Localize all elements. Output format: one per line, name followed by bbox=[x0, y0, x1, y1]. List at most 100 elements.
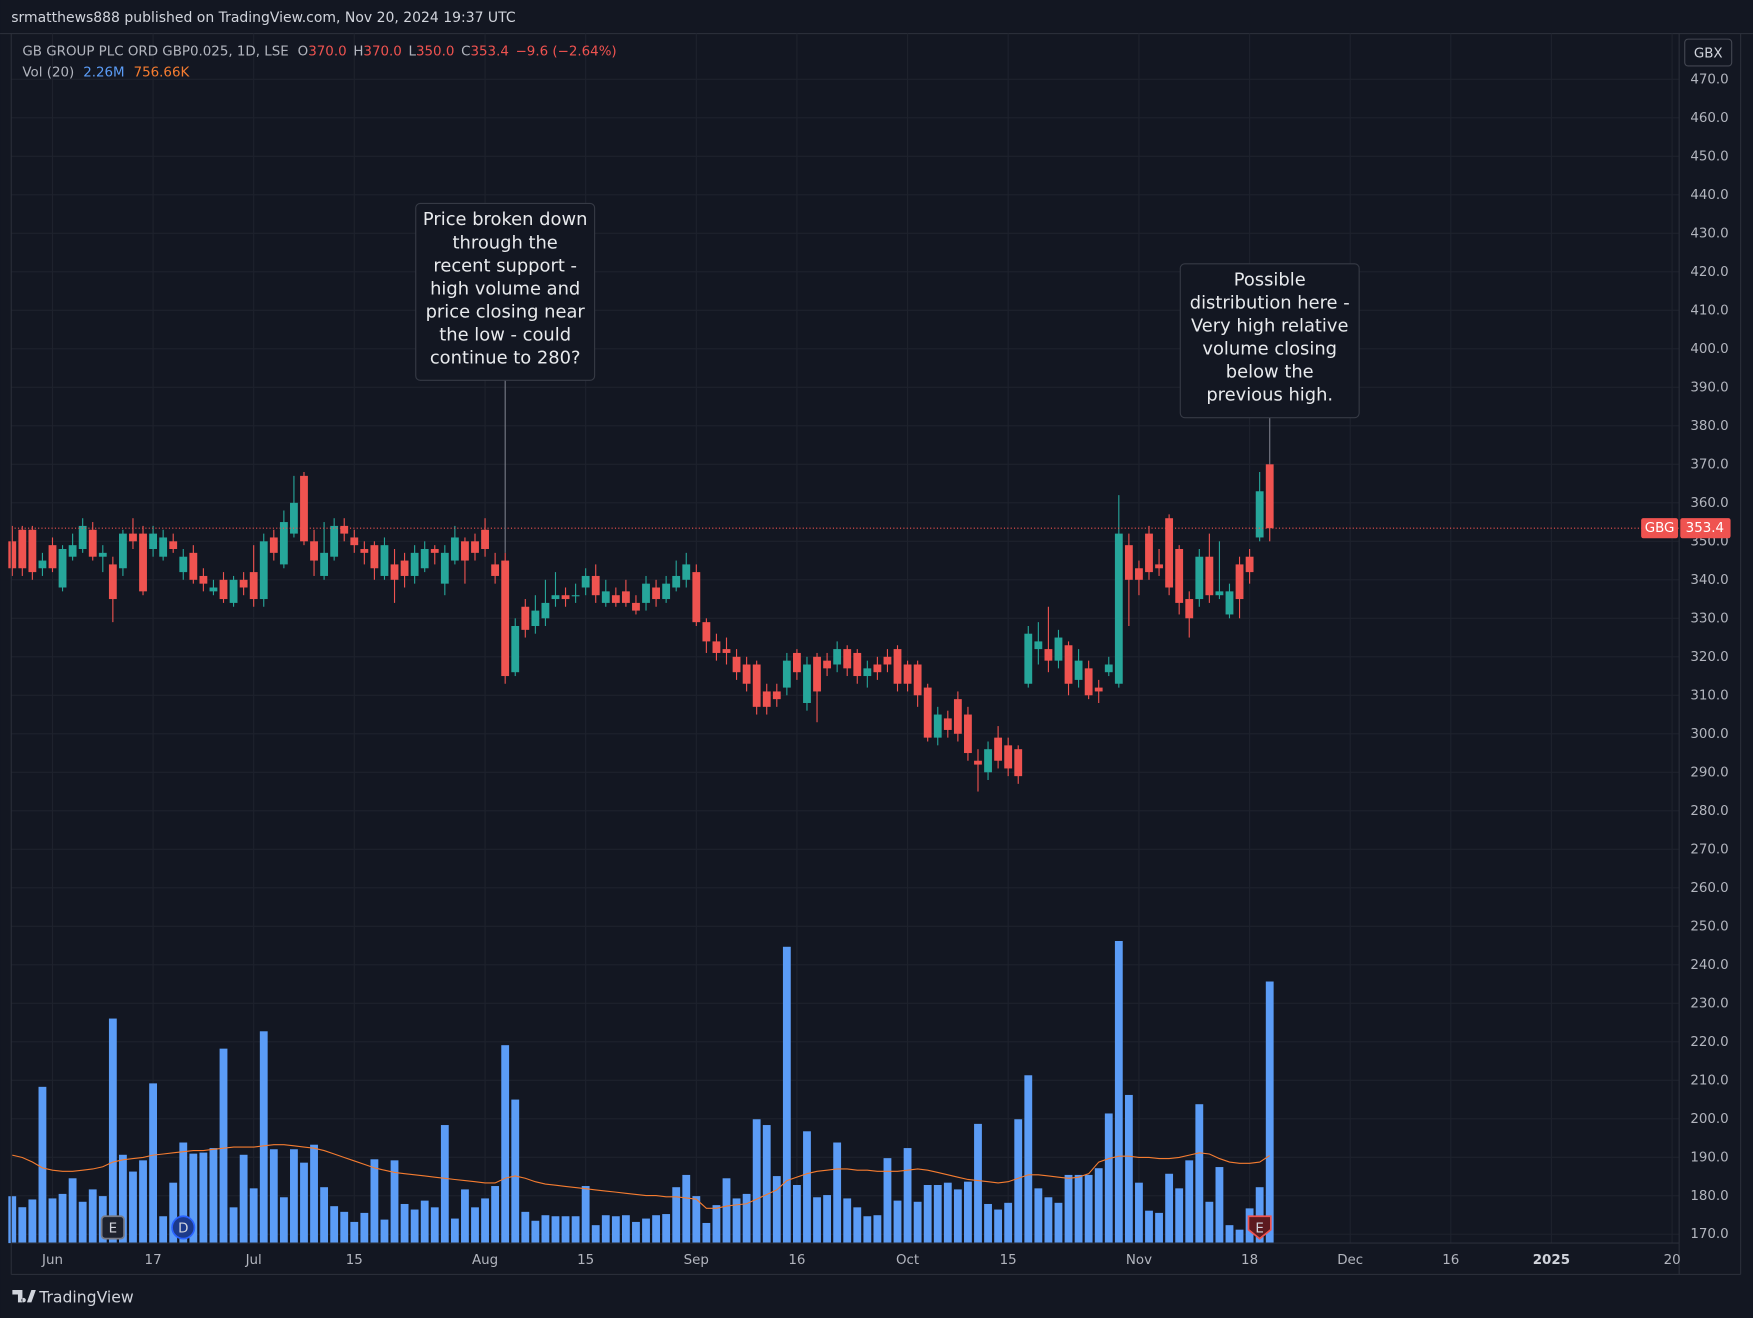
volume-bar bbox=[1265, 981, 1274, 1244]
candle-body bbox=[471, 541, 479, 553]
candle-body bbox=[1024, 633, 1033, 684]
volume-ma-value: 756.66K bbox=[134, 66, 191, 81]
candle-body bbox=[873, 664, 882, 673]
candle-body bbox=[1245, 556, 1254, 573]
candle-body bbox=[481, 529, 489, 550]
candle-body bbox=[320, 552, 329, 576]
ticker-tag bbox=[1641, 518, 1679, 539]
volume-bar bbox=[28, 1199, 37, 1244]
volume-bar bbox=[772, 1176, 781, 1244]
candle-body bbox=[682, 564, 691, 580]
candle-body bbox=[330, 525, 339, 557]
volume-bar bbox=[259, 1031, 268, 1244]
volume-bar bbox=[1004, 1202, 1013, 1244]
candle-body bbox=[994, 737, 1003, 761]
candle-body bbox=[1114, 533, 1123, 684]
candle-body bbox=[742, 664, 751, 684]
volume-bar bbox=[290, 1149, 298, 1244]
volume-bar bbox=[169, 1182, 178, 1244]
annotation-line: previous high. bbox=[1206, 385, 1333, 406]
currency: GBX bbox=[1694, 47, 1723, 62]
candle-body bbox=[1265, 464, 1274, 529]
volume-bar bbox=[430, 1207, 439, 1244]
volume-bar bbox=[249, 1188, 258, 1244]
volume-bar bbox=[621, 1215, 630, 1244]
volume-bar bbox=[813, 1197, 821, 1244]
candle-body bbox=[501, 560, 510, 677]
x-tick-label: 15 bbox=[1000, 1253, 1017, 1268]
candle-body bbox=[199, 575, 208, 584]
candle-body bbox=[1255, 491, 1264, 538]
y-tick-label: 430.0 bbox=[1690, 226, 1728, 241]
candle-body bbox=[974, 760, 982, 765]
candle-body bbox=[601, 591, 610, 603]
candle-body bbox=[300, 475, 308, 542]
candle-body bbox=[511, 626, 520, 673]
candle-body bbox=[139, 533, 147, 592]
candle-body bbox=[772, 691, 781, 700]
volume-bar bbox=[340, 1211, 349, 1244]
y-tick-label: 300.0 bbox=[1690, 727, 1728, 742]
candle-body bbox=[420, 549, 429, 569]
candle-body bbox=[78, 525, 87, 550]
y-tick-label: 170.0 bbox=[1690, 1227, 1728, 1242]
x-tick-label: Oct bbox=[896, 1253, 919, 1268]
candle-body bbox=[1235, 564, 1244, 600]
volume-bar bbox=[762, 1125, 771, 1244]
volume-bar bbox=[1044, 1197, 1053, 1244]
candle-body bbox=[1094, 687, 1103, 692]
candle-body bbox=[1014, 749, 1023, 777]
price-layer bbox=[8, 464, 1274, 792]
volume-bar bbox=[511, 1099, 520, 1244]
candle-body bbox=[461, 541, 469, 561]
candle-body bbox=[269, 537, 278, 553]
candle-body bbox=[400, 560, 409, 576]
volume-name: Vol (20) bbox=[22, 66, 74, 81]
candle-body bbox=[883, 656, 892, 665]
candle-body bbox=[782, 660, 791, 688]
ticker: GBG bbox=[1645, 521, 1675, 536]
volume-bar bbox=[400, 1203, 409, 1244]
candle-body bbox=[1054, 637, 1063, 661]
volume-bar bbox=[933, 1184, 942, 1244]
y-tick-label: 310.0 bbox=[1690, 688, 1728, 703]
volume-bar bbox=[531, 1220, 540, 1244]
volume-bar bbox=[923, 1184, 932, 1244]
ohlc-key: H bbox=[353, 44, 363, 59]
volume-bar bbox=[632, 1221, 640, 1244]
candle-body bbox=[88, 529, 97, 557]
candle-body bbox=[561, 595, 570, 600]
volume-bar bbox=[481, 1198, 489, 1244]
volume-bar bbox=[1215, 1167, 1224, 1244]
currency-box[interactable] bbox=[1684, 38, 1733, 67]
volume-bar bbox=[320, 1187, 329, 1244]
volume-bar bbox=[742, 1193, 751, 1244]
candle-body bbox=[249, 572, 258, 600]
earnings-marker bbox=[1247, 1215, 1272, 1240]
annotation-line: Very high relative bbox=[1191, 316, 1349, 337]
candle-body bbox=[18, 529, 27, 569]
volume-bar bbox=[1104, 1113, 1113, 1244]
volume-bar bbox=[974, 1123, 982, 1244]
y-tick-label: 440.0 bbox=[1690, 188, 1728, 203]
volume-bar bbox=[1074, 1174, 1083, 1244]
candle-body bbox=[642, 583, 650, 603]
y-tick-label: 410.0 bbox=[1690, 303, 1728, 318]
volume-bar bbox=[461, 1189, 469, 1244]
y-tick-label: 330.0 bbox=[1690, 611, 1728, 626]
volume-bar bbox=[833, 1142, 842, 1244]
candle-body bbox=[169, 541, 178, 550]
volume-bar bbox=[883, 1158, 892, 1244]
volume-bar bbox=[994, 1209, 1003, 1244]
volume-bar bbox=[88, 1189, 97, 1244]
candle-body bbox=[259, 541, 268, 600]
annotation-line: the low - could bbox=[439, 324, 571, 345]
volume-bar bbox=[360, 1212, 369, 1244]
volume-bar bbox=[279, 1197, 288, 1244]
volume-bar bbox=[984, 1203, 992, 1244]
candle-body bbox=[1004, 745, 1013, 769]
volume-bar bbox=[692, 1196, 701, 1244]
candle-body bbox=[964, 714, 972, 754]
candle-body bbox=[571, 595, 580, 597]
